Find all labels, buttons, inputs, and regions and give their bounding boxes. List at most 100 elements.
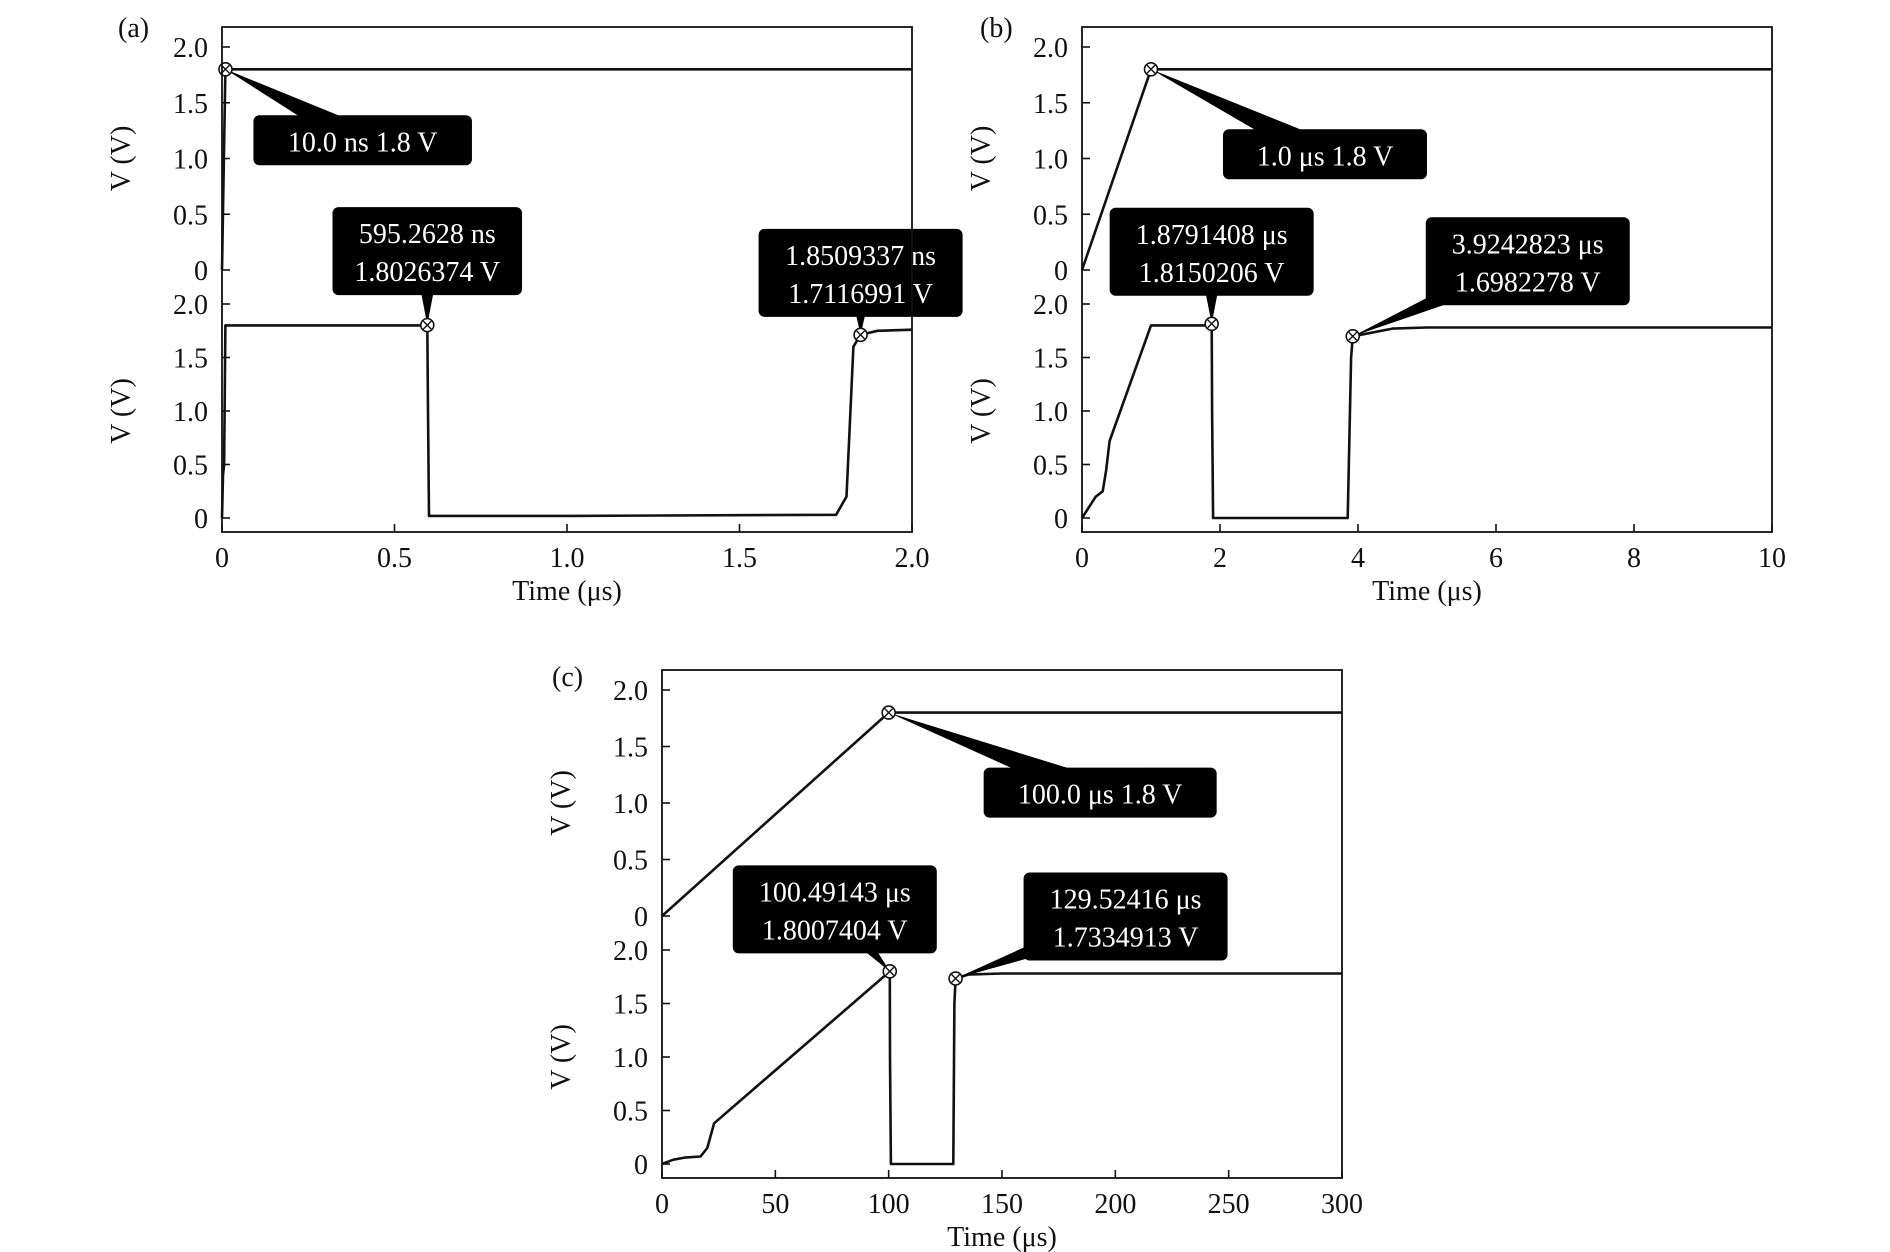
y-tick-label: 0 — [194, 504, 208, 535]
subplot-lower: 0 0.5 1.0 1.5 2.0 V (V) 100.49143 μs 1.8007404 … — [546, 865, 1342, 1181]
x-tick-label: 8 — [1627, 543, 1641, 574]
y-axis-title: V (V) — [106, 126, 137, 192]
callout-text: 595.2628 ns — [359, 219, 496, 250]
marker-cross-icon — [885, 966, 895, 976]
callout-box — [253, 115, 472, 166]
y-tick-label: 1.0 — [173, 145, 208, 176]
x-tick-label: 0 — [1075, 543, 1089, 574]
callout-text: 3.9242823 μs — [1452, 229, 1604, 260]
y-tick-label: 1.0 — [613, 1043, 648, 1074]
y-tick-label: 0 — [634, 902, 648, 933]
y-tick-label: 1.5 — [1033, 344, 1068, 375]
x-tick-label: 200 — [1094, 1189, 1136, 1220]
x-tick-label: 50 — [761, 1189, 789, 1220]
chart-panel-1: (a) 0 0.5 1.0 1.5 2.0 V (V) 10.0 ns 1.8 V 0 0.5 1.… — [106, 13, 963, 607]
callout-box — [1023, 872, 1228, 961]
marker-cross-icon — [884, 708, 894, 718]
callout-text: 1.6982278 V — [1455, 267, 1601, 298]
marker-cross-icon — [1207, 319, 1217, 329]
y-tick-label: 1.5 — [1033, 89, 1068, 120]
series-line — [220, 324, 913, 519]
x-axis-title: Time (μs) — [512, 576, 622, 607]
callout-text: 10.0 ns 1.8 V — [288, 127, 438, 158]
callout-text: 1.8509337 ns — [785, 241, 936, 272]
callout-text: 1.8150206 V — [1139, 258, 1285, 289]
y-tick-label: 0.5 — [613, 1097, 648, 1128]
callout-box — [983, 767, 1217, 818]
subplot-lower: 0 0.5 1.0 1.5 2.0 V (V) 1.8791408 μs 1.8150206 … — [966, 207, 1772, 535]
marker-cross-icon — [1146, 64, 1156, 74]
y-tick-label: 0 — [634, 1150, 648, 1181]
y-axis-title: V (V) — [546, 1024, 577, 1090]
x-tick-label: 6 — [1489, 543, 1503, 574]
callout-text: 1.8791408 μs — [1136, 220, 1288, 251]
y-tick-label: 2.0 — [1033, 33, 1068, 64]
panel-label: (b) — [980, 13, 1013, 44]
y-tick-label: 2.0 — [173, 290, 208, 321]
x-tick-label: 10 — [1758, 543, 1786, 574]
y-tick-label: 0.5 — [613, 846, 648, 877]
subplot-upper: 0 0.5 1.0 1.5 2.0 V (V) 1.0 μs 1.8 V — [966, 33, 1772, 287]
callout-text: 1.7116991 V — [788, 279, 933, 310]
y-tick-label: 1.5 — [173, 344, 208, 375]
series-line — [1080, 324, 1772, 520]
x-axis-title: Time (μs) — [1372, 576, 1482, 607]
y-axis-title: V (V) — [966, 378, 997, 444]
callout-box — [1109, 207, 1314, 296]
y-tick-label: 2.0 — [613, 936, 648, 967]
x-tick-label: 0 — [215, 543, 229, 574]
panel-label: (c) — [552, 662, 583, 693]
callout-box — [1223, 129, 1427, 180]
y-tick-label: 0.5 — [173, 451, 208, 482]
y-axis-title: V (V) — [546, 770, 577, 836]
chart-panel-2: (b) 0 0.5 1.0 1.5 2.0 V (V) 1.0 μs 1.8 V 0 0.5 1.0… — [966, 13, 1786, 607]
callout-box — [732, 865, 937, 954]
x-axis-title: Time (μs) — [947, 1222, 1057, 1252]
y-tick-label: 2.0 — [173, 33, 208, 64]
x-tick-label: 100 — [868, 1189, 910, 1220]
x-tick-label: 250 — [1208, 1189, 1250, 1220]
y-tick-label: 0 — [194, 256, 208, 287]
x-tick-label: 1.0 — [550, 543, 585, 574]
y-tick-label: 1.0 — [173, 397, 208, 428]
callout-text: 1.8007404 V — [762, 915, 908, 946]
chart-panel-3: (c) 0 0.5 1.0 1.5 2.0 V (V) 100.0 μs 1.8 V 0 0.5 1… — [546, 662, 1363, 1252]
marker-cross-icon — [951, 974, 961, 984]
plot-frame — [1081, 26, 1773, 533]
y-tick-label: 1.5 — [173, 89, 208, 120]
x-tick-label: 2 — [1213, 543, 1227, 574]
x-tick-label: 150 — [981, 1189, 1023, 1220]
marker-cross-icon — [856, 330, 866, 340]
callout-text: 1.8026374 V — [354, 257, 500, 288]
y-axis-title: V (V) — [966, 126, 997, 192]
y-axis-title: V (V) — [106, 378, 137, 444]
callout-text: 1.0 μs 1.8 V — [1257, 141, 1394, 172]
x-tick-label: 300 — [1321, 1189, 1363, 1220]
y-tick-label: 0.5 — [1033, 451, 1068, 482]
y-tick-label: 2.0 — [613, 676, 648, 707]
callout-text: 100.0 μs 1.8 V — [1018, 780, 1183, 811]
callout-text: 100.49143 μs — [759, 877, 911, 908]
marker-cross-icon — [422, 320, 432, 330]
panel-label: (a) — [118, 13, 149, 44]
y-tick-label: 1.0 — [1033, 145, 1068, 176]
y-tick-label: 1.5 — [613, 990, 648, 1021]
subplot-upper: 0 0.5 1.0 1.5 2.0 V (V) 10.0 ns 1.8 V — [106, 33, 912, 287]
x-tick-label: 4 — [1351, 543, 1365, 574]
callout-text: 1.7334913 V — [1053, 923, 1199, 954]
y-tick-label: 1.0 — [1033, 397, 1068, 428]
x-tick-label: 1.5 — [722, 543, 757, 574]
y-tick-label: 2.0 — [1033, 290, 1068, 321]
y-tick-label: 0 — [1054, 504, 1068, 535]
subplot-lower: 0 0.5 1.0 1.5 2.0 V (V) 595.2628 ns 1.8026374 V… — [106, 207, 963, 535]
series-line — [661, 970, 1342, 1166]
x-tick-label: 0.5 — [377, 543, 412, 574]
x-tick-label: 2.0 — [895, 543, 930, 574]
callout-text: 129.52416 μs — [1050, 885, 1202, 916]
marker-cross-icon — [1348, 331, 1358, 341]
y-tick-label: 1.0 — [613, 789, 648, 820]
callout-box — [332, 207, 523, 296]
subplot-upper: 0 0.5 1.0 1.5 2.0 V (V) 100.0 μs 1.8 V — [546, 676, 1342, 933]
x-tick-label: 0 — [655, 1189, 669, 1220]
